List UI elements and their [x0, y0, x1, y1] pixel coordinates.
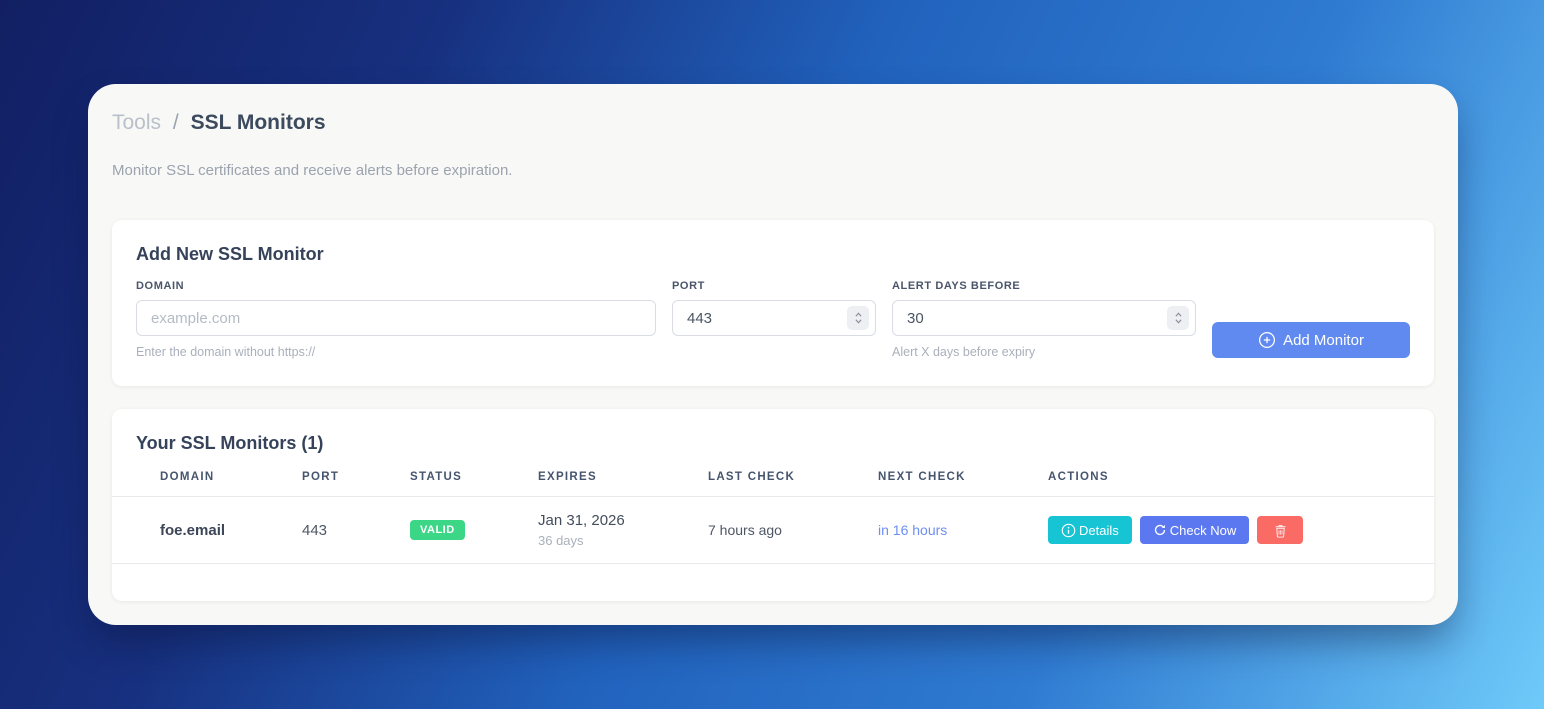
domain-helper: Enter the domain without https://: [136, 345, 316, 359]
col-header-domain: DOMAIN: [160, 471, 215, 483]
monitors-table: DOMAIN PORT STATUS EXPIRES LAST CHECK NE…: [112, 471, 1434, 564]
trash-icon: [1273, 523, 1288, 538]
col-header-expires: EXPIRES: [538, 471, 597, 483]
expires-days-remaining: 36 days: [538, 533, 584, 548]
refresh-icon: [1153, 523, 1167, 537]
plus-circle-icon: [1258, 331, 1276, 349]
domain-label: DOMAIN: [136, 280, 185, 292]
monitor-status-cell: VALID: [410, 520, 538, 540]
add-monitor-button[interactable]: Add Monitor: [1212, 322, 1410, 358]
col-header-port: PORT: [302, 471, 340, 483]
alert-days-field-group: ALERT DAYS BEFORE Alert X days before ex…: [892, 280, 1196, 359]
details-button-label: Details: [1079, 522, 1119, 538]
domain-input[interactable]: [136, 300, 656, 336]
status-badge: VALID: [410, 520, 465, 540]
monitor-domain: foe.email: [160, 521, 226, 539]
alert-days-input[interactable]: [892, 300, 1196, 336]
monitor-port: 443: [302, 521, 328, 539]
alert-days-label: ALERT DAYS BEFORE: [892, 280, 1021, 292]
port-label: PORT: [672, 280, 705, 292]
check-now-button[interactable]: Check Now: [1139, 516, 1250, 544]
add-monitor-button-label: Add Monitor: [1283, 331, 1364, 349]
port-field-group: PORT: [672, 280, 876, 359]
alert-days-stepper[interactable]: [1167, 306, 1189, 330]
expires-date: Jan 31, 2026: [538, 512, 625, 529]
main-panel: Tools / SSL Monitors Monitor SSL certifi…: [88, 84, 1458, 625]
breadcrumb-separator: /: [172, 111, 179, 134]
breadcrumb: Tools / SSL Monitors: [112, 110, 1434, 136]
page-title: SSL Monitors: [190, 111, 326, 134]
col-header-last-check: LAST CHECK: [708, 471, 796, 483]
monitor-next-check: in 16 hours: [878, 522, 948, 538]
add-monitor-title: Add New SSL Monitor: [136, 244, 324, 264]
col-header-status: STATUS: [410, 471, 463, 483]
check-now-button-label: Check Now: [1169, 522, 1237, 538]
chevron-up-down-icon: [1174, 311, 1183, 325]
add-monitor-form: DOMAIN Enter the domain without https://…: [136, 280, 1410, 359]
monitor-last-check: 7 hours ago: [708, 522, 782, 538]
monitor-expires-cell: Jan 31, 2026 36 days: [538, 512, 708, 548]
info-circle-icon: [1061, 523, 1076, 538]
port-input[interactable]: [672, 300, 876, 336]
details-button[interactable]: Details: [1048, 516, 1132, 544]
add-monitor-card: Add New SSL Monitor DOMAIN Enter the dom…: [112, 220, 1434, 386]
col-header-next-check: NEXT CHECK: [878, 471, 966, 483]
table-row: foe.email 443 VALID Jan 31, 2026 36 days…: [112, 497, 1434, 564]
port-stepper[interactable]: [847, 306, 869, 330]
table-header-row: DOMAIN PORT STATUS EXPIRES LAST CHECK NE…: [112, 471, 1434, 497]
page-subtitle: Monitor SSL certificates and receive ale…: [112, 162, 513, 179]
domain-field-group: DOMAIN Enter the domain without https://: [136, 280, 656, 359]
monitors-title: Your SSL Monitors (1): [136, 433, 324, 453]
delete-button[interactable]: [1257, 516, 1304, 544]
breadcrumb-tools[interactable]: Tools: [112, 111, 162, 134]
chevron-up-down-icon: [854, 311, 863, 325]
alert-days-helper: Alert X days before expiry: [892, 345, 1036, 359]
monitor-actions-cell: Details Check Now: [1048, 516, 1410, 544]
monitors-card: Your SSL Monitors (1) DOMAIN PORT STATUS…: [112, 409, 1434, 601]
col-header-actions: ACTIONS: [1048, 471, 1109, 483]
